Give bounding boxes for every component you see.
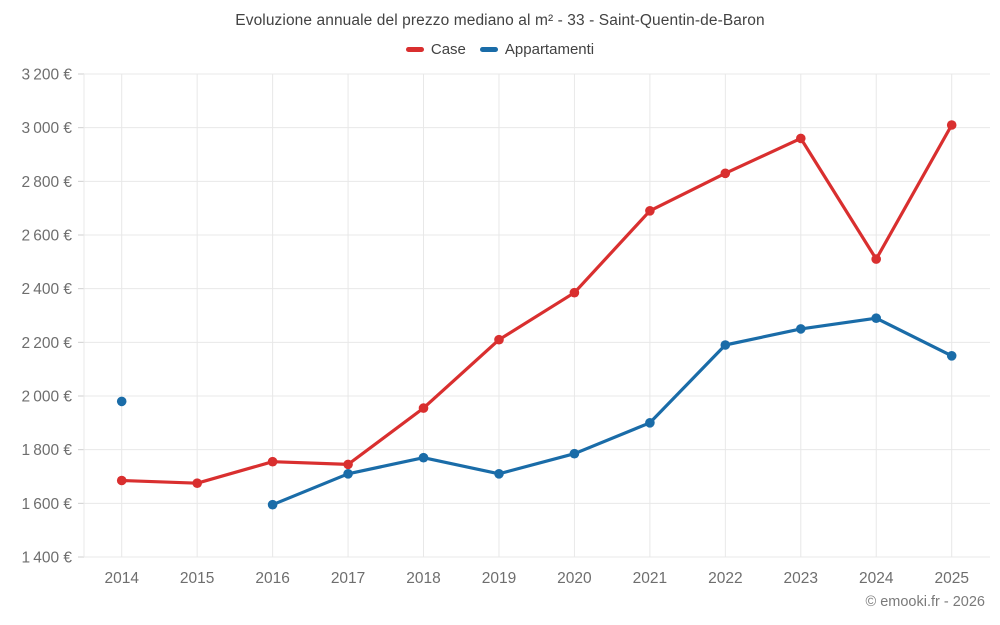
x-axis-label: 2020 — [557, 570, 592, 587]
x-axis-label: 2023 — [784, 570, 818, 587]
x-axis-label: 2022 — [708, 570, 742, 587]
y-axis-label: 2 400 € — [21, 281, 72, 298]
data-point-case-2015[interactable] — [192, 478, 202, 489]
data-point-appartamenti-2014[interactable] — [116, 396, 127, 407]
y-axis-label: 2 600 € — [21, 228, 72, 245]
x-axis-label: 2024 — [859, 570, 894, 587]
data-point-appartamenti-2021[interactable] — [645, 418, 655, 428]
x-axis-label: 2017 — [331, 570, 365, 587]
chart-title: Evoluzione annuale del prezzo mediano al… — [235, 12, 765, 29]
legend-item-appartamenti[interactable]: Appartamenti — [479, 41, 595, 58]
data-point-appartamenti-2024[interactable] — [871, 313, 881, 324]
x-axis-label: 2025 — [934, 570, 968, 587]
x-axis-label: 2014 — [104, 570, 139, 587]
legend-swatch-case — [405, 47, 424, 52]
legend-swatch-appartamenti — [479, 47, 498, 52]
data-point-appartamenti-2020[interactable] — [569, 448, 580, 459]
data-point-case-2016[interactable] — [267, 456, 278, 467]
x-axis-label: 2021 — [633, 570, 667, 587]
legend-label: Case — [430, 41, 466, 58]
y-axis-label: 1 600 € — [21, 496, 72, 513]
y-axis-label: 2 200 € — [21, 335, 72, 352]
data-point-appartamenti-2023[interactable] — [796, 324, 806, 334]
data-point-case-2023[interactable] — [796, 133, 806, 144]
data-point-case-2020[interactable] — [569, 287, 580, 298]
data-point-appartamenti-2016[interactable] — [267, 499, 278, 510]
data-point-case-2017[interactable] — [343, 459, 353, 470]
data-point-appartamenti-2018[interactable] — [418, 452, 429, 463]
y-axis-label: 2 800 € — [21, 174, 72, 191]
data-point-case-2018[interactable] — [418, 403, 429, 413]
data-point-case-2025[interactable] — [946, 120, 957, 130]
data-point-case-2019[interactable] — [494, 334, 504, 345]
y-axis-label: 2 000 € — [21, 389, 72, 406]
data-point-case-2022[interactable] — [720, 168, 731, 179]
emooki-watermark: © emooki.fr - 2026 — [865, 594, 985, 610]
data-point-appartamenti-2017[interactable] — [343, 469, 353, 479]
data-point-case-2024[interactable] — [871, 254, 881, 264]
data-point-case-2021[interactable] — [645, 206, 655, 216]
legend-label: Appartamenti — [504, 41, 595, 58]
y-axis-label: 1 400 € — [21, 550, 72, 567]
y-axis-label: 1 800 € — [21, 442, 72, 459]
data-point-case-2014[interactable] — [116, 475, 127, 486]
legend-item-case[interactable]: Case — [405, 41, 466, 58]
y-axis-label: 3 000 € — [21, 120, 72, 137]
y-axis-label: 3 200 € — [21, 67, 72, 84]
data-point-appartamenti-2019[interactable] — [494, 469, 504, 479]
series-line-appartamenti — [271, 316, 954, 507]
series-line-case — [120, 123, 954, 485]
x-axis-label: 2015 — [180, 570, 214, 587]
x-axis-label: 2019 — [482, 570, 516, 587]
x-axis-label: 2018 — [406, 570, 440, 587]
data-point-appartamenti-2025[interactable] — [946, 351, 957, 361]
chart-legend: Case Appartamenti — [0, 41, 1000, 58]
data-point-appartamenti-2022[interactable] — [720, 340, 731, 350]
x-axis-label: 2016 — [255, 570, 289, 587]
